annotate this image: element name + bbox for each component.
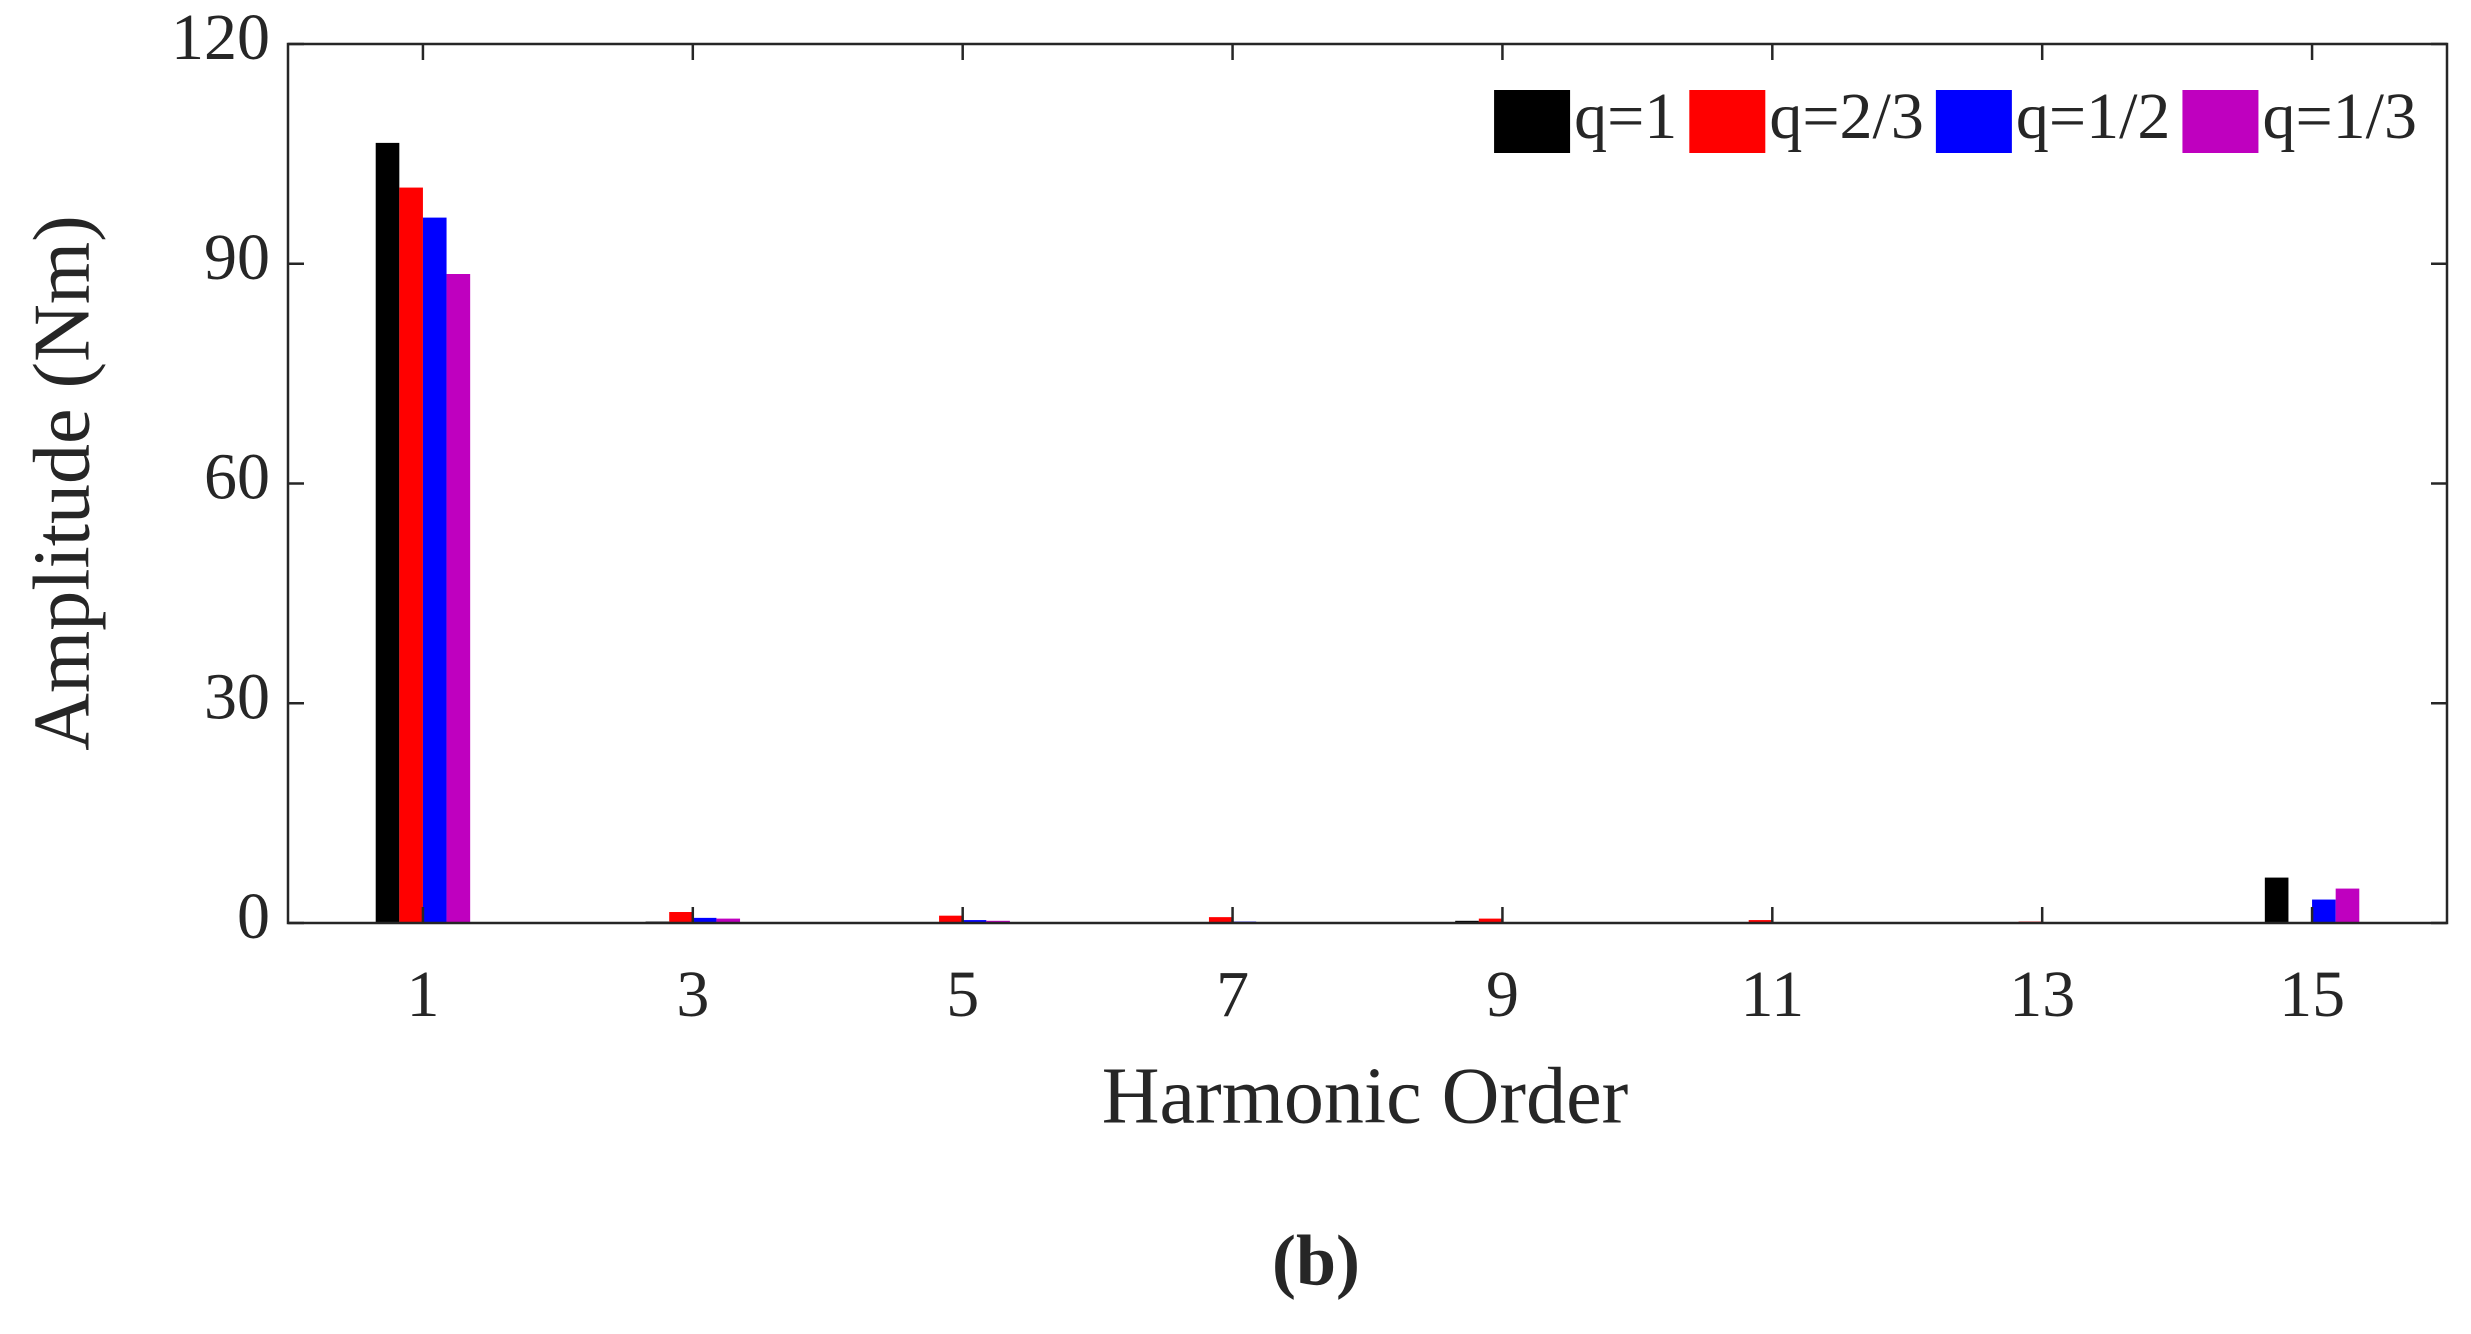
- bar: [692, 917, 717, 923]
- y-tick-label: 0: [237, 880, 270, 953]
- legend-swatch: [1935, 90, 2012, 153]
- legend-label: q=1/2: [2016, 80, 2171, 153]
- bar: [1208, 917, 1233, 923]
- bar: [962, 920, 987, 923]
- x-tick-label: 3: [676, 958, 709, 1031]
- bar: [375, 142, 400, 923]
- x-tick-label: 1: [406, 958, 439, 1031]
- x-tick-label: 9: [1486, 958, 1519, 1031]
- bar: [399, 187, 423, 923]
- legend-label: q=2/3: [1769, 80, 1924, 153]
- plot-frame: [286, 42, 2449, 925]
- bar: [1478, 918, 1503, 923]
- legend-swatch: [1494, 90, 1571, 153]
- y-tick-label: 120: [171, 1, 270, 74]
- legend-label: q=1/3: [2262, 80, 2417, 153]
- bar: [716, 918, 741, 923]
- bar: [939, 915, 963, 923]
- bar: [669, 912, 693, 923]
- legend-swatch: [1689, 90, 1766, 153]
- x-axis-label: Harmonic Order: [1102, 1052, 1628, 1140]
- bar: [1748, 920, 1773, 923]
- x-tick-label: 15: [2279, 958, 2345, 1031]
- bar: [446, 274, 471, 923]
- x-tick-label: 11: [1741, 958, 1805, 1031]
- x-tick-label: 13: [2009, 958, 2075, 1031]
- y-tick-label: 90: [204, 221, 270, 294]
- y-tick-label: 60: [204, 441, 270, 514]
- bar: [2264, 877, 2289, 923]
- bar: [422, 217, 447, 924]
- y-axis-label: Amplitude (Nm): [18, 215, 106, 750]
- legend-swatch: [2182, 90, 2259, 153]
- legend-label: q=1: [1574, 80, 1677, 153]
- x-tick-label: 5: [946, 958, 979, 1031]
- caption: (b): [1272, 1221, 1360, 1301]
- bar: [2312, 899, 2336, 923]
- bar: [2335, 888, 2360, 923]
- y-tick-label: 30: [204, 660, 270, 733]
- x-tick-label: 7: [1216, 958, 1249, 1031]
